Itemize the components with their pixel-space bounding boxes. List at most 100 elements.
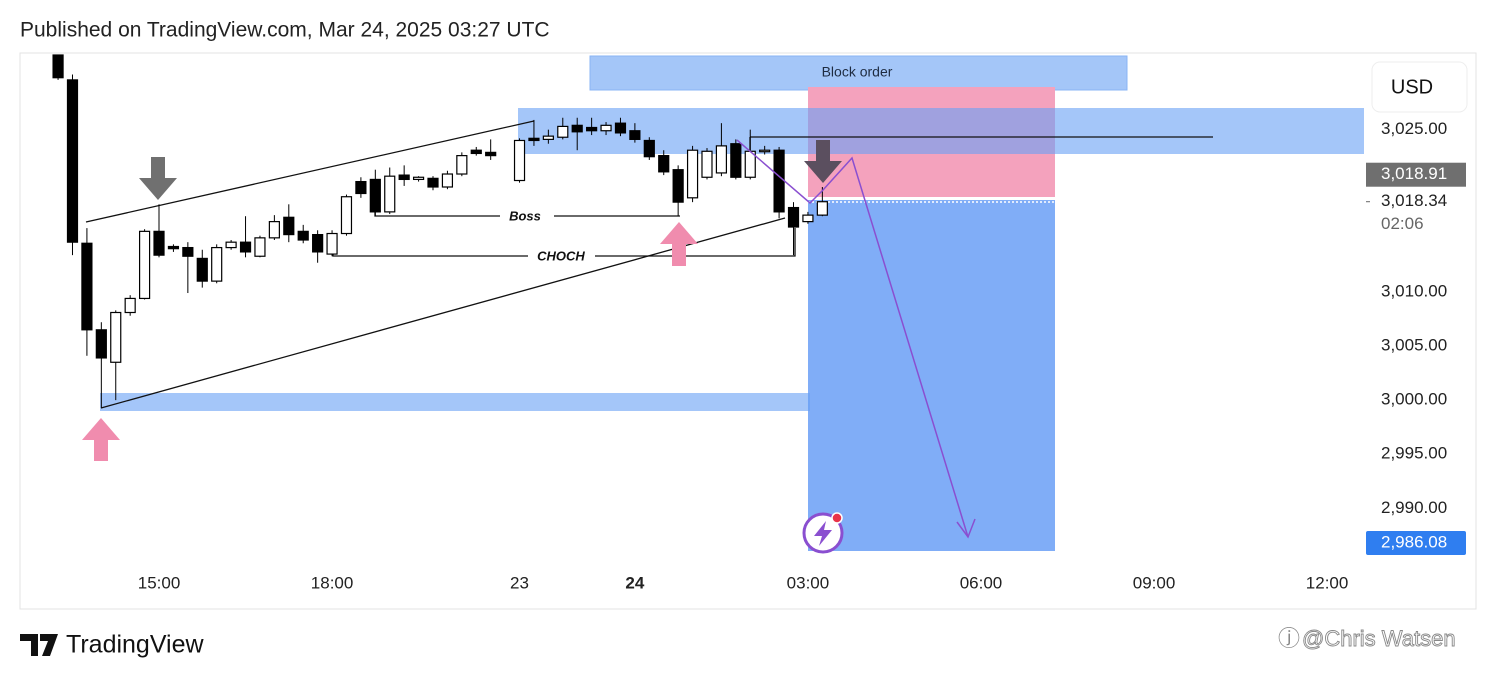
candle-body	[441, 173, 454, 188]
last-price-label: 3,018.34	[1381, 191, 1447, 210]
candle-body	[787, 206, 800, 228]
candle-body	[384, 175, 396, 213]
y-tick-label: 3,000.00	[1381, 390, 1447, 409]
stop-price-label: 3,018.91	[1381, 164, 1447, 183]
candle-body	[239, 241, 252, 253]
header-title: Published on TradingView.com, Mar 24, 20…	[20, 19, 550, 42]
supply-zone	[518, 108, 1364, 154]
candle-body	[614, 122, 627, 134]
candle-body	[398, 174, 410, 181]
candle-body	[643, 139, 655, 158]
candle-body	[124, 297, 136, 314]
brand-logo	[42, 634, 48, 640]
candle-body	[658, 155, 670, 173]
candle-body	[182, 246, 194, 257]
y-tick-label: 2,990.00	[1381, 498, 1447, 517]
stop-price-box	[1366, 162, 1466, 187]
candle-body	[542, 135, 554, 140]
target-zone	[808, 200, 1055, 551]
choch-label: CHOCH	[537, 248, 585, 263]
currency-button[interactable]	[1371, 61, 1468, 113]
candle-body	[326, 232, 338, 255]
x-tick-label: 09:00	[1133, 573, 1176, 592]
candle-body	[355, 180, 367, 195]
up-arrow	[660, 222, 698, 266]
x-tick-label: 03:00	[787, 573, 830, 592]
candle-body	[81, 242, 93, 331]
candle-body	[297, 230, 309, 241]
candle-body	[52, 54, 64, 79]
candle-body	[167, 245, 180, 250]
alert-icon	[814, 521, 832, 546]
candle-body	[225, 241, 237, 249]
projection-arrowhead	[956, 518, 976, 539]
candle-body	[427, 177, 439, 188]
candle-body	[686, 149, 699, 199]
candle-body	[268, 221, 280, 239]
candle-body	[773, 149, 785, 213]
y-tick-label: 3,005.00	[1381, 336, 1447, 355]
boss-label: Boss	[509, 208, 541, 223]
candle-body	[312, 234, 324, 253]
y-tick-label: 2,995.00	[1381, 444, 1447, 463]
candle-body	[369, 178, 381, 213]
candle-body	[470, 149, 482, 155]
candles	[52, 54, 828, 408]
candle-body	[672, 169, 684, 203]
watermark: @Chris Watsen	[1302, 626, 1456, 651]
candle-body	[600, 124, 612, 132]
up-arrow	[82, 418, 120, 461]
candle-body	[153, 230, 165, 256]
down-arrow	[139, 157, 177, 200]
x-tick-label: 24	[625, 573, 644, 592]
candle-body	[196, 257, 208, 282]
down-arrow	[804, 140, 842, 183]
candle-body	[571, 124, 583, 133]
arrows	[82, 139, 976, 554]
watermark-icon: ⓙ	[1278, 626, 1300, 651]
candle-body	[412, 176, 425, 181]
candle-body	[340, 196, 353, 235]
x-tick-label: 12:00	[1306, 573, 1349, 592]
candle-body	[816, 201, 828, 216]
choch-line	[595, 228, 796, 257]
candle-body	[254, 237, 266, 257]
x-tick-label: 06:00	[960, 573, 1003, 592]
target-price-box	[1366, 531, 1466, 555]
projection-path	[736, 139, 969, 538]
demand-zone	[100, 393, 810, 411]
candle-body	[715, 145, 728, 174]
axes: 2,990.00 2,995.00 3,000.00 3,005.00 3,010.00…	[138, 119, 1466, 592]
candle-body	[138, 230, 151, 300]
candle-body	[485, 151, 497, 157]
wedge-line	[100, 217, 786, 409]
candle-body	[528, 137, 540, 142]
currency-label: USD	[1391, 76, 1433, 98]
x-tick-label: 18:00	[311, 573, 354, 592]
candle-body	[586, 126, 598, 132]
x-tick-label: 23	[510, 573, 529, 592]
candle-body	[802, 214, 814, 223]
candle-body	[557, 125, 569, 138]
block-order-zone	[589, 55, 1128, 91]
target-price-label: 2,986.08	[1381, 532, 1447, 551]
y-tick-label: 3,025.00	[1381, 119, 1447, 138]
candle-body	[701, 150, 713, 178]
wedge-line	[85, 120, 535, 223]
candle-body	[513, 139, 526, 182]
candle-body	[211, 246, 223, 282]
candle-body	[110, 311, 122, 363]
y-tick-label: 3,010.00	[1381, 281, 1447, 300]
footer: TradingView ⓙ @Chris Watsen	[20, 625, 1456, 659]
candle-body	[66, 79, 79, 243]
candle-body	[730, 143, 742, 178]
drawings: Block order Boss CHOCH	[85, 55, 1364, 551]
countdown: 02:06	[1381, 214, 1424, 233]
candle-body	[759, 149, 771, 153]
block-order-label: Block order	[822, 64, 893, 80]
alert-dot	[831, 512, 843, 524]
candle-body	[95, 329, 107, 359]
x-tick-label: 15:00	[138, 573, 181, 592]
